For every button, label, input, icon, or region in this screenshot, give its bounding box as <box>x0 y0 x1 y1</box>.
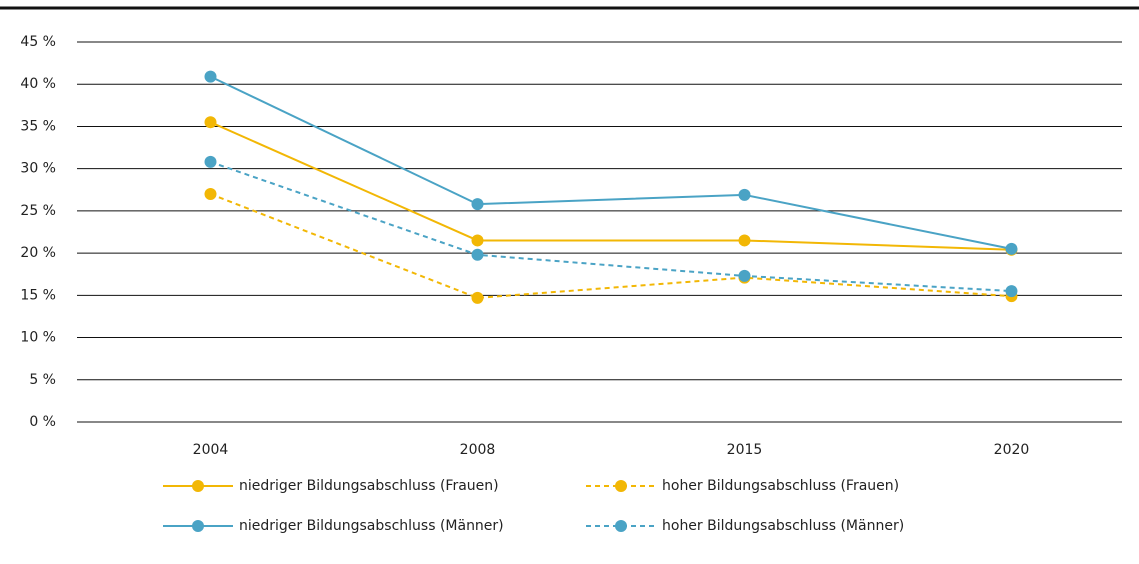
series-line <box>210 75 1012 250</box>
legend-marker <box>192 480 204 492</box>
data-point <box>204 188 217 200</box>
y-tick-label: 0 % <box>29 414 56 430</box>
y-tick-label: 5 % <box>29 372 56 388</box>
x-tick-label: 2020 <box>994 442 1030 458</box>
data-point <box>204 155 217 168</box>
data-point <box>471 234 484 247</box>
data-point <box>1005 242 1018 255</box>
y-tick-label: 25 % <box>20 203 56 219</box>
y-tick-label: 20 % <box>20 245 56 261</box>
data-point <box>738 234 751 247</box>
data-point <box>204 70 217 83</box>
legend-marker <box>192 520 204 532</box>
y-tick-label: 10 % <box>20 330 56 346</box>
data-point <box>471 291 484 304</box>
y-tick-label: 15 % <box>20 287 56 303</box>
data-point <box>471 198 484 211</box>
legend-label: hoher Bildungsabschluss (Männer) <box>662 518 904 534</box>
data-point <box>1005 285 1018 298</box>
data-point <box>738 188 751 201</box>
y-tick-label: 45 % <box>20 34 56 50</box>
data-point <box>204 116 217 129</box>
legend-label: niedriger Bildungsabschluss (Frauen) <box>239 478 499 494</box>
legend-marker <box>615 520 627 532</box>
data-point <box>471 248 484 261</box>
x-tick-label: 2008 <box>460 442 496 458</box>
y-tick-label: 30 % <box>20 161 56 177</box>
series-line <box>210 160 1012 293</box>
legend-label: niedriger Bildungsabschluss (Männer) <box>239 518 504 534</box>
y-tick-label: 40 % <box>20 76 56 92</box>
x-tick-label: 2015 <box>727 442 763 458</box>
legend-label: hoher Bildungsabschluss (Frauen) <box>662 478 899 494</box>
series-line <box>210 121 1012 251</box>
x-tick-label: 2004 <box>193 442 229 458</box>
series-line <box>210 193 1012 299</box>
legend-marker <box>615 480 627 492</box>
data-point <box>738 269 751 282</box>
y-tick-label: 35 % <box>20 118 56 134</box>
